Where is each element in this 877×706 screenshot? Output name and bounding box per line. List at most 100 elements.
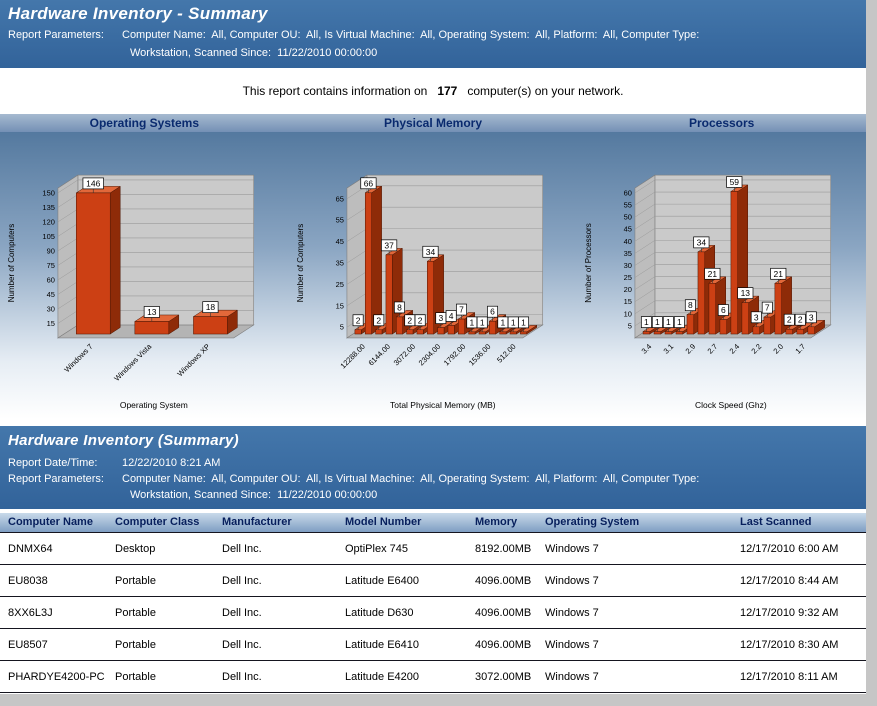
table-cell: DNMX64 bbox=[8, 542, 53, 555]
svg-text:Number of Computers: Number of Computers bbox=[296, 224, 305, 303]
svg-text:3.1: 3.1 bbox=[662, 342, 676, 356]
svg-text:3: 3 bbox=[438, 313, 443, 323]
svg-text:3.4: 3.4 bbox=[640, 342, 654, 356]
svg-text:21: 21 bbox=[774, 269, 784, 279]
svg-text:13: 13 bbox=[741, 288, 751, 298]
report-datetime-line: Report Date/Time: 12/22/2010 8:21 AM bbox=[8, 456, 858, 470]
svg-text:10: 10 bbox=[624, 309, 632, 318]
svg-text:15: 15 bbox=[335, 301, 343, 310]
table-cell: Windows 7 bbox=[545, 670, 599, 683]
table-cell: Portable bbox=[115, 670, 156, 683]
svg-text:150: 150 bbox=[42, 188, 55, 197]
table-cell: 4096.00MB bbox=[475, 638, 532, 651]
table-cell: Latitude E6400 bbox=[345, 574, 420, 587]
table-cell: 12/17/2010 6:00 AM bbox=[740, 542, 839, 555]
svg-text:7: 7 bbox=[765, 303, 770, 313]
table-cell: Dell Inc. bbox=[222, 638, 262, 651]
svg-text:2.9: 2.9 bbox=[684, 342, 698, 356]
charts-area: 15 30 45 60 75 90 105 120 135 150 146 13 18 Windows 7… bbox=[0, 132, 866, 419]
table-cell: 8192.00MB bbox=[475, 542, 532, 555]
svg-text:7: 7 bbox=[459, 305, 464, 315]
svg-text:34: 34 bbox=[697, 237, 707, 247]
svg-text:45: 45 bbox=[624, 225, 632, 234]
svg-text:34: 34 bbox=[425, 247, 435, 257]
table-cell: 4096.00MB bbox=[475, 574, 532, 587]
column-header: Operating System bbox=[545, 516, 640, 528]
table-cell: EU8507 bbox=[8, 638, 48, 651]
svg-text:12288.00: 12288.00 bbox=[338, 342, 366, 370]
svg-text:2304.00: 2304.00 bbox=[416, 342, 442, 368]
table-parameters-line1: Report Parameters: Computer Name: All, Co… bbox=[8, 472, 858, 486]
svg-text:Number of Computers: Number of Computers bbox=[7, 224, 16, 303]
table-cell: Desktop bbox=[115, 542, 156, 555]
svg-text:35: 35 bbox=[624, 249, 632, 258]
svg-text:2: 2 bbox=[798, 315, 803, 325]
table-cell: Dell Inc. bbox=[222, 574, 262, 587]
svg-text:37: 37 bbox=[384, 240, 394, 250]
svg-text:8: 8 bbox=[688, 300, 693, 310]
svg-text:3: 3 bbox=[809, 312, 814, 322]
table-cell: Latitude E4200 bbox=[345, 670, 420, 683]
table-cell: Dell Inc. bbox=[222, 670, 262, 683]
svg-text:2.0: 2.0 bbox=[772, 342, 786, 356]
svg-text:2: 2 bbox=[376, 315, 381, 325]
svg-text:13: 13 bbox=[147, 307, 157, 317]
report-parameters-line2: Workstation, Scanned Since: 11/22/2010 0… bbox=[130, 47, 378, 59]
svg-text:2: 2 bbox=[417, 315, 422, 325]
svg-text:66: 66 bbox=[363, 178, 373, 188]
svg-text:8: 8 bbox=[397, 302, 402, 312]
report-page: Hardware Inventory - Summary Report Para… bbox=[0, 0, 866, 694]
svg-text:2: 2 bbox=[407, 315, 412, 325]
chart-title-physical-memory: Physical Memory bbox=[383, 116, 483, 130]
chart-title-operating-systems: Operating Systems bbox=[89, 116, 200, 130]
svg-text:1: 1 bbox=[666, 317, 671, 327]
report-header: Hardware Inventory - Summary Report Para… bbox=[0, 0, 866, 68]
table-cell: Latitude E6410 bbox=[345, 638, 420, 651]
svg-text:25: 25 bbox=[335, 280, 343, 289]
svg-text:Windows Vista: Windows Vista bbox=[112, 341, 154, 383]
report-parameters-values: Computer Name: All, Computer OU: All, Is… bbox=[122, 29, 700, 41]
svg-text:45: 45 bbox=[47, 290, 55, 299]
table-row: DNMX64 Desktop Dell Inc. OptiPlex 745 8192.0… bbox=[0, 533, 866, 565]
computer-count: 177 bbox=[437, 84, 458, 98]
table-row: EU8038 Portable Dell Inc. Latitude E6400 409… bbox=[0, 565, 866, 597]
svg-text:5: 5 bbox=[339, 323, 343, 332]
svg-text:21: 21 bbox=[708, 269, 718, 279]
svg-text:45: 45 bbox=[335, 237, 343, 246]
table-section-header: Hardware Inventory (Summary) Report Date… bbox=[0, 426, 866, 509]
svg-text:1: 1 bbox=[511, 317, 516, 327]
svg-text:6: 6 bbox=[721, 305, 726, 315]
table-cell: 12/17/2010 8:11 AM bbox=[740, 670, 838, 683]
svg-text:6: 6 bbox=[490, 307, 495, 317]
chart-title-processors: Processors bbox=[688, 116, 755, 130]
svg-text:59: 59 bbox=[730, 177, 740, 187]
svg-text:Number of Processors: Number of Processors bbox=[584, 223, 593, 302]
svg-text:60: 60 bbox=[47, 275, 55, 284]
section-gap bbox=[0, 509, 866, 513]
table-cell: 8XX6L3J bbox=[8, 606, 53, 619]
svg-text:90: 90 bbox=[47, 246, 55, 255]
svg-text:35: 35 bbox=[335, 259, 343, 268]
svg-text:50: 50 bbox=[624, 213, 632, 222]
operating-systems-chart: 15 30 45 60 75 90 105 120 135 150 146 13 18 Windows 7… bbox=[7, 174, 255, 410]
svg-text:60: 60 bbox=[624, 188, 632, 197]
svg-text:1792.00: 1792.00 bbox=[442, 342, 468, 368]
svg-text:105: 105 bbox=[42, 232, 55, 241]
table-cell: Portable bbox=[115, 638, 156, 651]
svg-text:1: 1 bbox=[500, 317, 505, 327]
svg-text:146: 146 bbox=[86, 178, 100, 188]
table-parameters-label: Report Parameters: bbox=[8, 473, 104, 485]
svg-text:20: 20 bbox=[624, 285, 632, 294]
page-title: Hardware Inventory - Summary bbox=[8, 4, 268, 23]
svg-text:Total Physical Memory (MB): Total Physical Memory (MB) bbox=[390, 400, 496, 410]
svg-text:30: 30 bbox=[47, 304, 55, 313]
column-header: Computer Class bbox=[115, 516, 200, 528]
table-cell: 4096.00MB bbox=[475, 606, 532, 619]
svg-text:2.2: 2.2 bbox=[750, 342, 764, 356]
summary-suffix: computer(s) on your network. bbox=[467, 84, 624, 98]
svg-text:1: 1 bbox=[521, 317, 526, 327]
svg-text:1: 1 bbox=[655, 317, 660, 327]
svg-text:1: 1 bbox=[480, 317, 485, 327]
svg-text:40: 40 bbox=[624, 237, 632, 246]
